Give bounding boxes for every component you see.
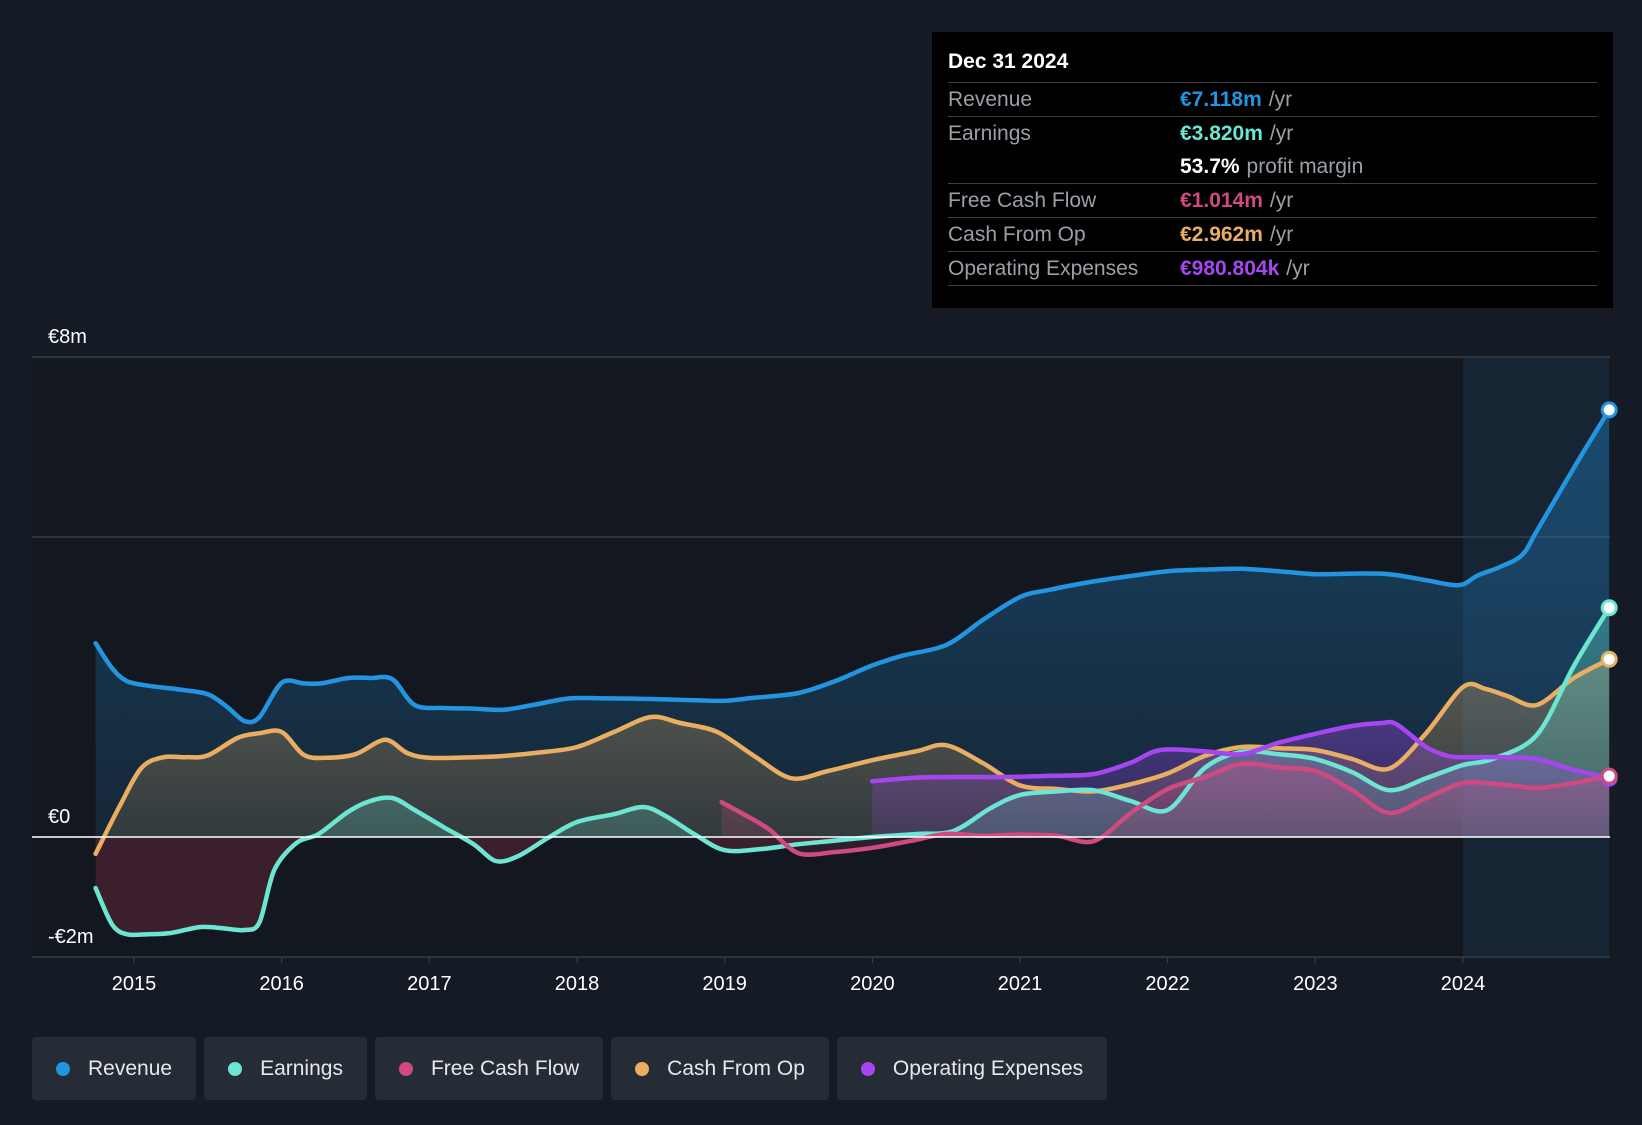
tooltip-date: Dec 31 2024 (948, 46, 1597, 83)
tooltip-unit: /yr (1269, 222, 1294, 246)
line-earnings (93, 605, 1612, 938)
legend-item-earnings[interactable]: Earnings (204, 1037, 367, 1100)
line-layer (32, 407, 1612, 938)
legend-label: Operating Expenses (892, 1056, 1084, 1080)
chart-legend: Revenue Earnings Free Cash Flow Cash Fro… (32, 1037, 1108, 1100)
tooltip-value: €980.804k (1180, 256, 1280, 280)
tooltip-row-cfo: Cash From Op €2.962m /yr (948, 218, 1597, 252)
y-axis-labels: €8m €0 -€2m (48, 326, 94, 948)
tooltip-row-opex: Operating Expenses €980.804k /yr (948, 252, 1597, 286)
x-tick-label: 2020 (850, 973, 895, 995)
tooltip-unit: profit margin (1246, 154, 1364, 178)
tooltip-value: €1.014m (1180, 188, 1263, 212)
tooltip-label: Free Cash Flow (948, 188, 1097, 212)
legend-label: Earnings (260, 1056, 343, 1080)
tooltip-unit: /yr (1269, 121, 1294, 145)
x-tick-label: 2018 (555, 973, 600, 995)
legend-dot-icon (860, 1061, 875, 1076)
x-tick-label: 2015 (112, 973, 157, 995)
tooltip-value: €3.820m (1180, 121, 1263, 145)
endpoint-fcf (1600, 767, 1618, 785)
data-tooltip: Dec 31 2024 Revenue €7.118m /yr Earnings… (932, 32, 1613, 308)
x-tick-label: 2019 (702, 973, 747, 995)
endpoint-layer (1600, 401, 1618, 787)
tooltip-value: €2.962m (1180, 222, 1263, 246)
tooltip-row-earnings: Earnings €3.820m /yr (948, 117, 1597, 150)
x-tick-label: 2023 (1293, 973, 1338, 995)
tooltip-label: Cash From Op (948, 222, 1086, 246)
legend-dot-icon (56, 1061, 70, 1076)
legend-label: Free Cash Flow (430, 1056, 580, 1080)
endpoint-cfo (1600, 650, 1618, 668)
legend-label: Cash From Op (667, 1056, 805, 1080)
legend-dot-icon (398, 1061, 413, 1076)
tooltip-row-fcf: Free Cash Flow €1.014m /yr (948, 184, 1597, 218)
line-fcf (719, 761, 1612, 857)
legend-item-opex[interactable]: Operating Expenses (836, 1037, 1108, 1100)
y-tick-label: -€2m (48, 926, 94, 948)
tooltip-label: Operating Expenses (948, 256, 1139, 280)
tooltip-value: €7.118m (1180, 87, 1262, 111)
legend-item-cfo[interactable]: Cash From Op (611, 1037, 829, 1100)
legend-dot-icon (228, 1061, 243, 1076)
x-axis-labels: 2015 2016 2017 2018 2019 2020 2021 2022 2023 2024 (112, 957, 1486, 995)
tooltip-value: 53.7% (1180, 154, 1240, 178)
tooltip-row-profit-margin: 53.7% profit margin (948, 150, 1597, 184)
tooltip-row-revenue: Revenue €7.118m /yr (948, 83, 1597, 117)
x-tick-label: 2016 (259, 973, 304, 995)
tooltip-unit: /yr (1286, 256, 1310, 280)
x-tick-label: 2017 (407, 973, 452, 995)
legend-item-revenue[interactable]: Revenue (32, 1037, 197, 1100)
tooltip-label: Earnings (948, 121, 1031, 145)
area-revenue (95, 409, 1610, 837)
line-cfo (93, 657, 1612, 857)
x-tick-label: 2022 (1145, 973, 1190, 995)
endpoint-earnings (1600, 599, 1618, 617)
legend-label: Revenue (88, 1056, 173, 1080)
x-tick-label: 2024 (1441, 973, 1486, 995)
legend-item-fcf[interactable]: Free Cash Flow (374, 1037, 604, 1100)
y-tick-label: €0 (48, 806, 70, 828)
x-tick-label: 2021 (998, 973, 1043, 995)
negative-earnings-band (95, 837, 1610, 935)
legend-dot-icon (635, 1061, 650, 1076)
line-opex (870, 719, 1612, 784)
tooltip-unit: /yr (1268, 87, 1293, 111)
tooltip-label: Revenue (948, 87, 1033, 111)
line-revenue (93, 407, 1612, 725)
y-tick-label: €8m (48, 326, 87, 348)
tooltip-unit: /yr (1269, 188, 1294, 212)
endpoint-revenue (1600, 401, 1618, 419)
